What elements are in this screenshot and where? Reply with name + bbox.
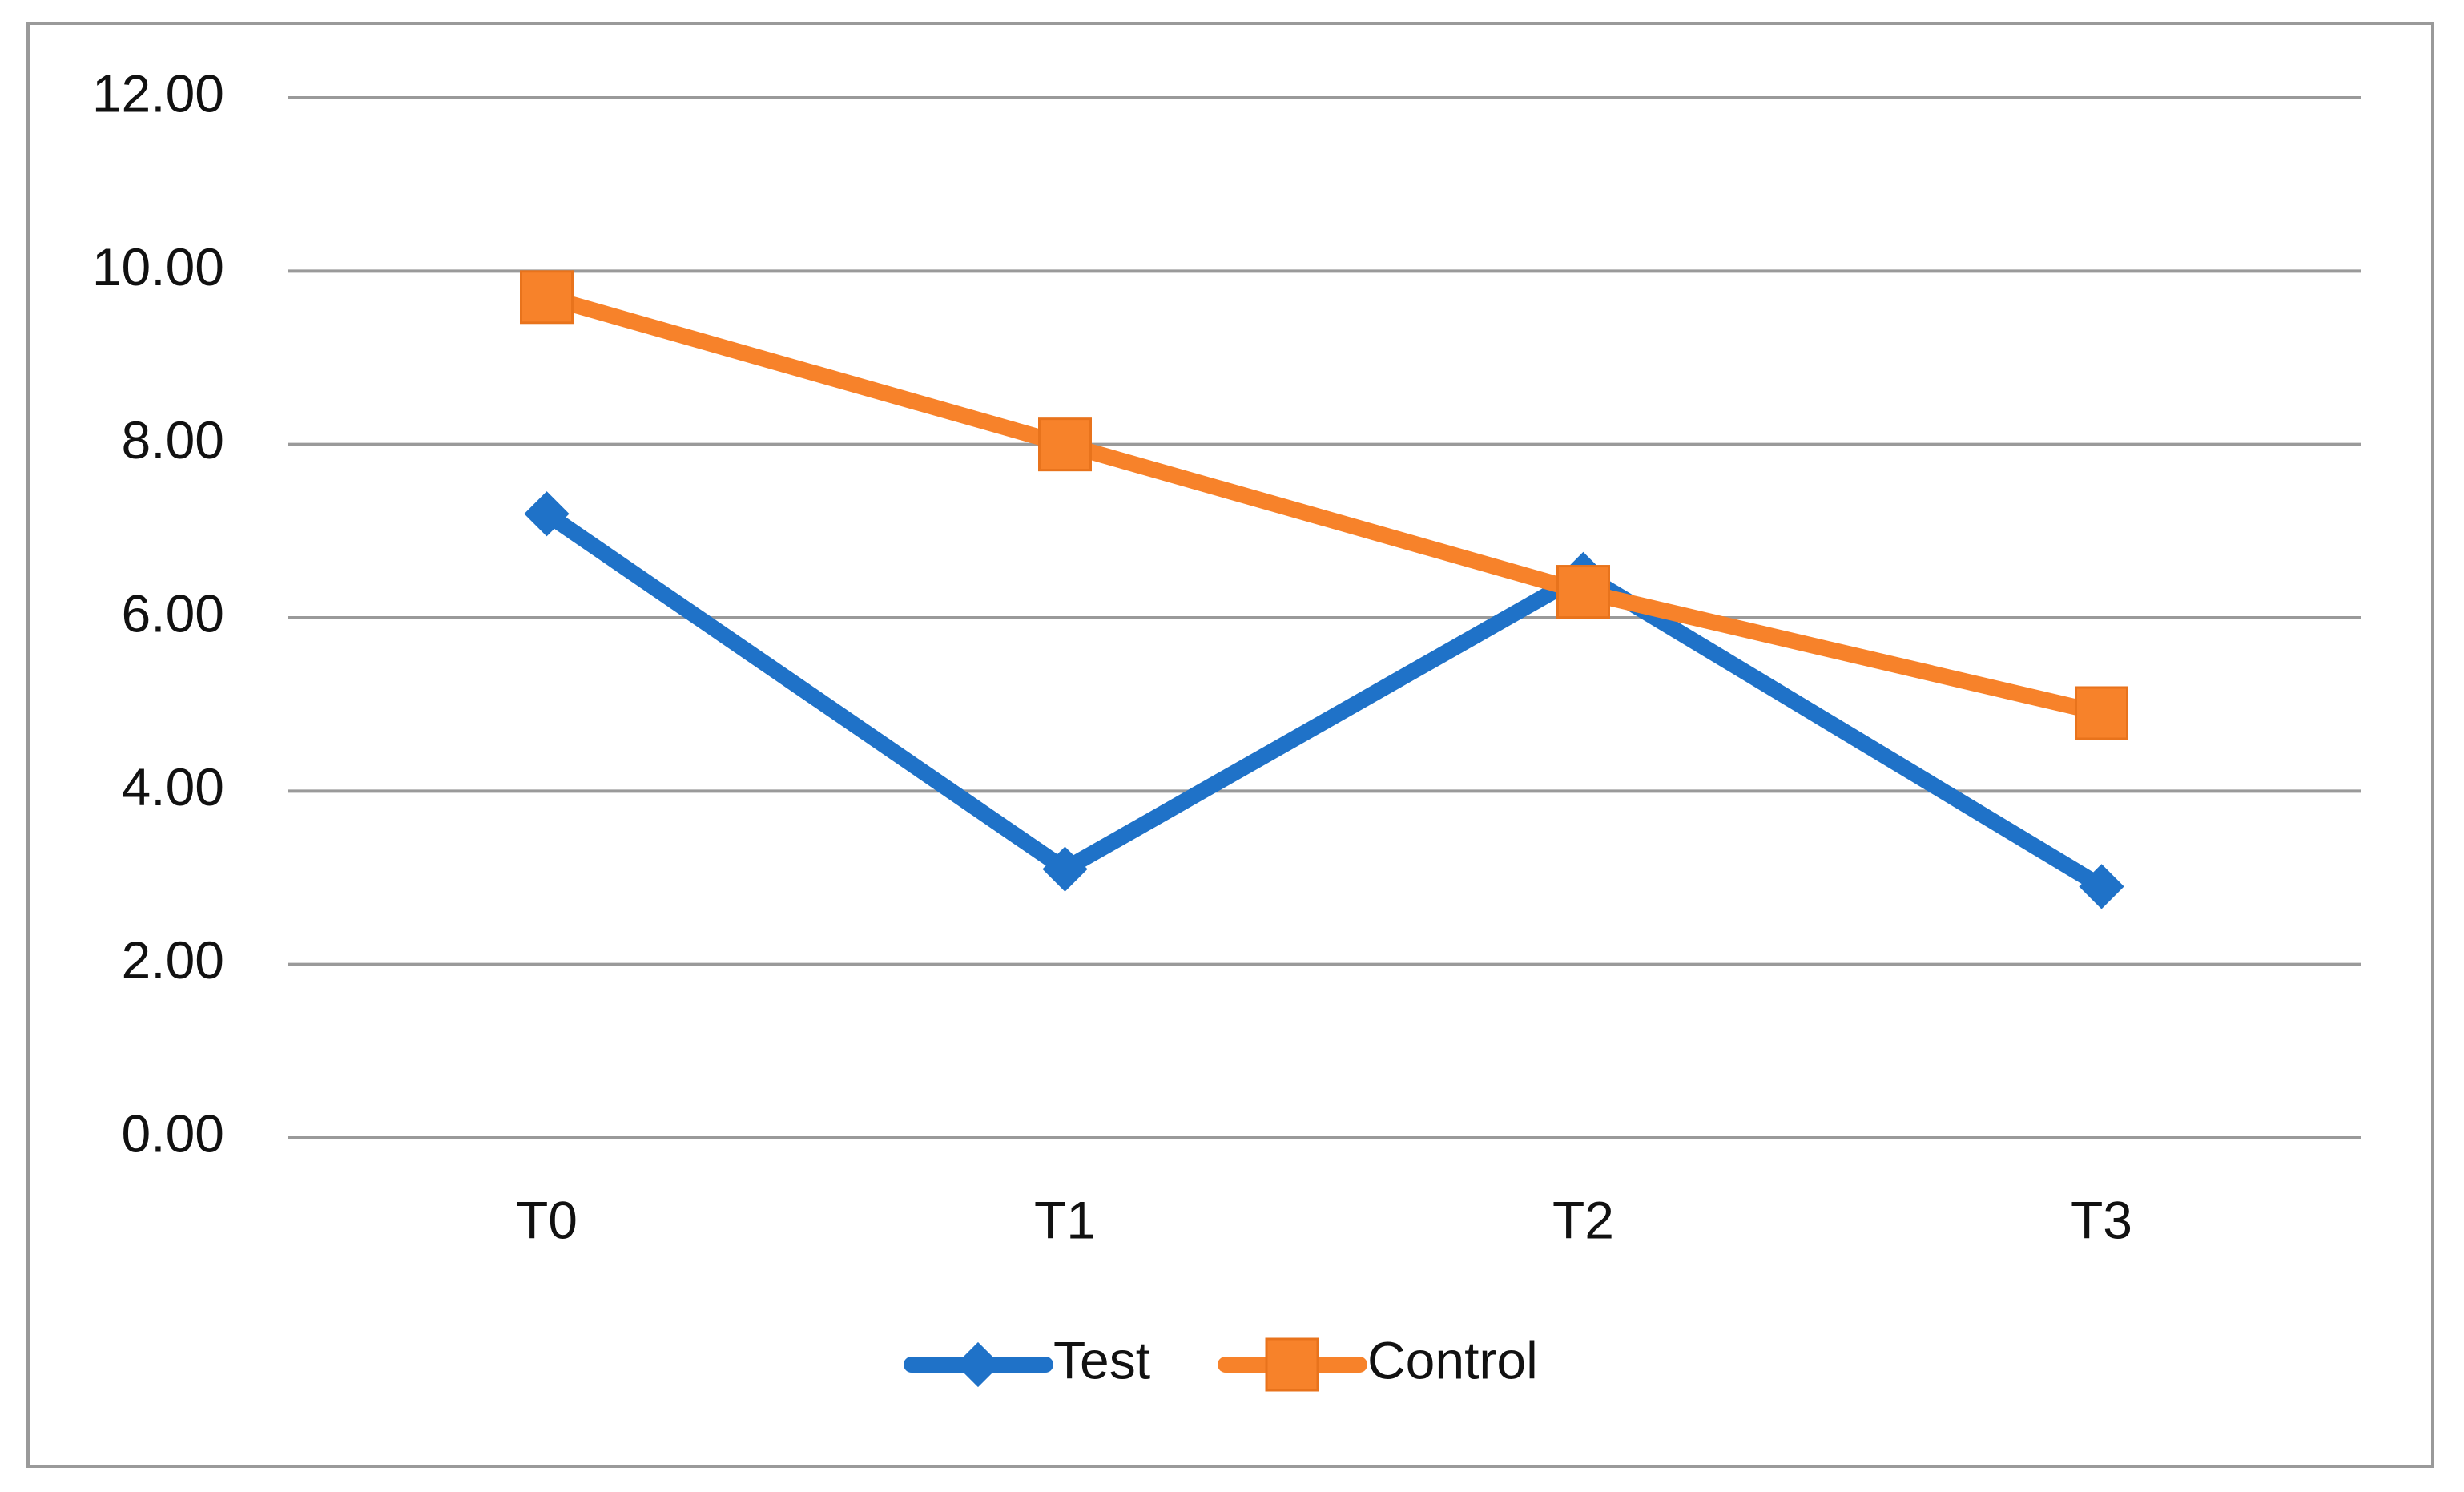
y-tick-label: 0.00 (122, 1103, 224, 1163)
data-point (520, 270, 574, 325)
data-point (1042, 846, 1088, 892)
series-line (544, 289, 2104, 721)
data-point (1038, 417, 1092, 472)
x-tick-label: T1 (1034, 1190, 1096, 1249)
x-tick-label: T0 (516, 1190, 578, 1249)
data-point (2079, 864, 2124, 909)
y-tick-label: 10.00 (92, 237, 224, 296)
y-tick-label: 2.00 (122, 930, 224, 990)
y-tick-label: 6.00 (122, 583, 224, 643)
y-tick-label: 12.00 (92, 63, 224, 123)
legend-marker (955, 1341, 1001, 1388)
legend-marker (1265, 1337, 1319, 1392)
data-point (2075, 686, 2128, 740)
chart-border (26, 22, 2434, 1468)
series-line (542, 506, 2106, 893)
legend-label: Control (1367, 1330, 1538, 1389)
x-tick-label: T2 (1552, 1190, 1614, 1249)
x-tick-label: T3 (2071, 1190, 2132, 1249)
data-point (524, 491, 570, 537)
data-point (1556, 565, 1610, 619)
legend-label: Test (1053, 1330, 1150, 1389)
y-tick-label: 4.00 (122, 757, 224, 817)
y-tick-label: 8.00 (122, 410, 224, 470)
